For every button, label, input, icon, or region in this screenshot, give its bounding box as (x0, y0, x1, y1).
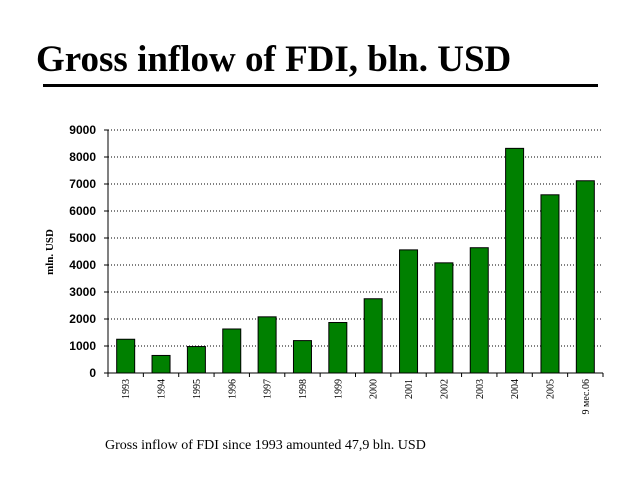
x-tick-label: 2002 (439, 379, 450, 399)
bars (116, 147, 595, 374)
bar-1996 (222, 328, 242, 374)
y-tick-label: 8000 (69, 150, 96, 164)
x-tick-labels: 1993 1994 1995 1996 1997 1998 1999 2000 2001 2002… (107, 373, 604, 414)
y-tick-labels: 0 1000 2000 3000 4000 5000 6000 7000 8000 9000 (69, 123, 108, 380)
bar-2000 (363, 298, 383, 374)
x-tick-label: 2000 (369, 379, 380, 399)
x-tick-label: 1995 (192, 379, 203, 399)
x-tick-label: 2005 (545, 379, 556, 399)
x-tick-label: 9 мес.06 (581, 379, 592, 414)
bar-1999 (328, 322, 348, 374)
y-tick-label: 4000 (69, 258, 96, 272)
y-axis-label: mln. USD (44, 229, 56, 275)
bar-2001 (399, 249, 419, 374)
y-tick-label: 1000 (69, 339, 96, 353)
bar-1998 (292, 340, 312, 374)
y-tick-label: 7000 (69, 177, 96, 191)
x-tick-label: 2004 (510, 379, 521, 399)
bar-1993 (116, 338, 136, 374)
bar-2005 (540, 194, 560, 374)
y-tick-label: 3000 (69, 285, 96, 299)
y-tick-label: 5000 (69, 231, 96, 245)
bar-1997 (257, 316, 277, 374)
x-tick-label: 1996 (227, 379, 238, 399)
x-tick-label: 1997 (263, 379, 274, 399)
footnote: Gross inflow of FDI since 1993 amounted … (105, 438, 426, 453)
title-underline (43, 84, 598, 87)
bar-2004 (505, 147, 525, 374)
x-tick-label: 1998 (298, 379, 309, 399)
y-tick-label: 0 (89, 366, 96, 380)
bar-1995 (186, 346, 206, 374)
bar-9 мес.06 (575, 180, 595, 374)
bar-2002 (434, 262, 454, 374)
y-tick-label: 6000 (69, 204, 96, 218)
x-tick-label: 1993 (121, 379, 132, 399)
x-tick-label: 1999 (333, 379, 344, 399)
x-tick-label: 2001 (404, 379, 415, 399)
bar-1994 (151, 354, 171, 374)
gridlines (108, 129, 603, 347)
y-tick-label: 2000 (69, 312, 96, 326)
slide-title: Gross inflow of FDI, bln. USD (36, 39, 512, 80)
x-tick-label: 2003 (475, 379, 486, 399)
x-tick-label: 1994 (157, 379, 168, 399)
bar-2003 (469, 247, 489, 374)
axes (107, 130, 603, 374)
y-tick-label: 9000 (69, 123, 96, 137)
